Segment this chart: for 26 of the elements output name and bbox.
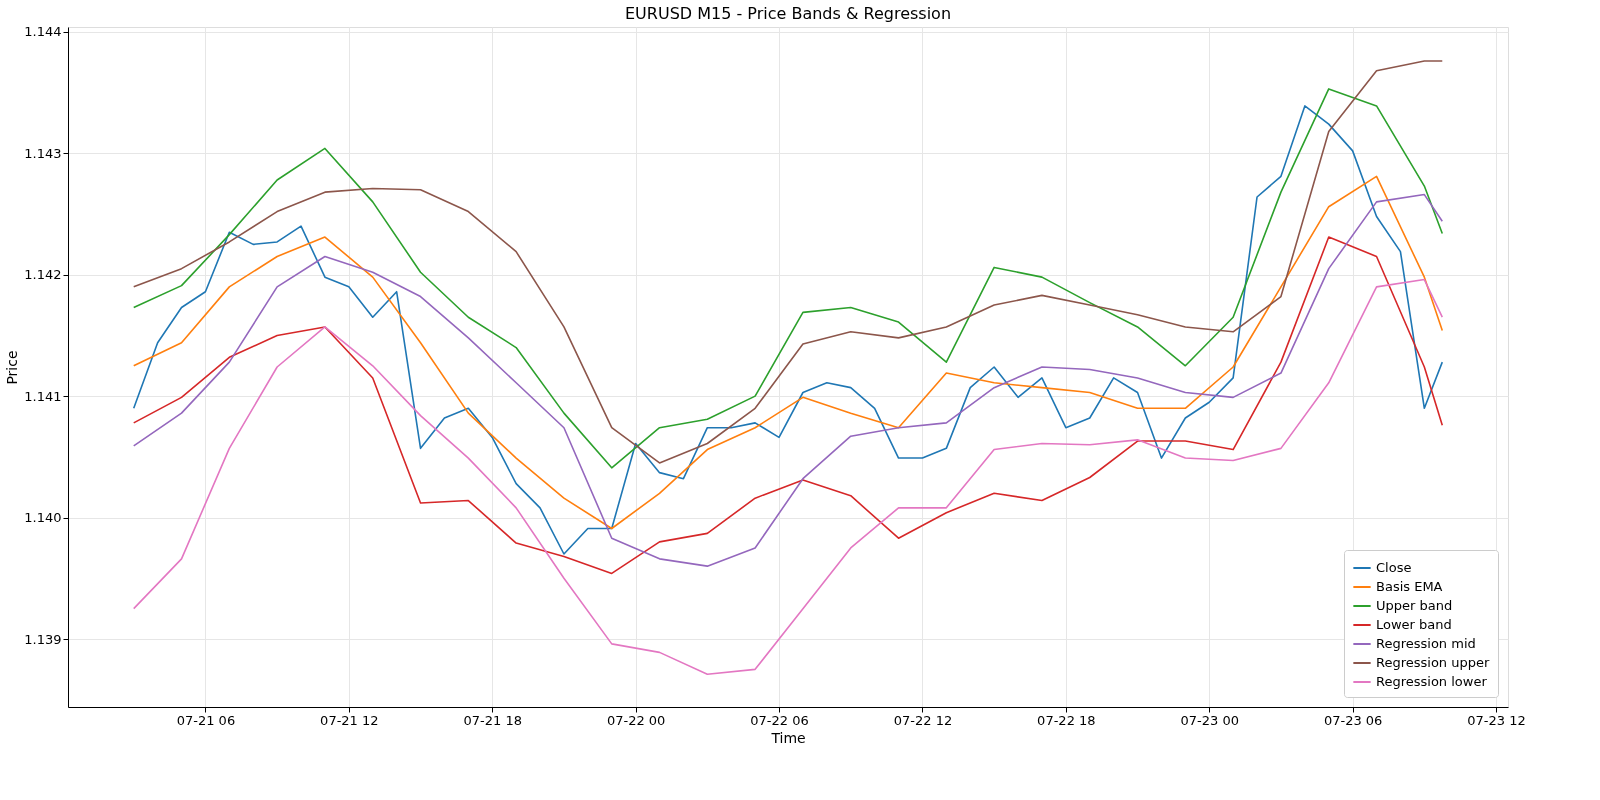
y-tick-label: 1.144 — [24, 24, 62, 40]
x-tick-label: 07-21 12 — [320, 712, 379, 728]
x-tick-label: 07-21 06 — [176, 712, 236, 728]
y-tick-label: 1.140 — [24, 510, 62, 526]
x-tick-label: 07-23 00 — [1180, 712, 1239, 728]
legend-label: Regression mid — [1376, 636, 1476, 651]
y-tick-label: 1.142 — [24, 267, 62, 283]
x-tick-label: 07-23 12 — [1467, 712, 1526, 728]
x-tick-label: 07-22 00 — [606, 712, 666, 728]
y-axis-title: Price — [4, 350, 21, 385]
x-tick-label: 07-21 18 — [463, 712, 522, 728]
x-tick-label: 07-22 12 — [893, 712, 953, 728]
x-tick-label: 07-22 18 — [1037, 712, 1096, 728]
x-tick-label: 07-23 06 — [1323, 712, 1383, 728]
legend-label: Regression lower — [1376, 674, 1488, 689]
legend-label: Basis EMA — [1376, 579, 1443, 594]
chart-title: EURUSD M15 - Price Bands & Regression — [624, 3, 952, 23]
legend-label: Upper band — [1376, 598, 1453, 613]
x-axis-title: Time — [770, 729, 806, 746]
x-tick-label: 07-22 06 — [750, 712, 809, 728]
y-tick-label: 1.141 — [24, 388, 62, 404]
legend-label: Lower band — [1376, 617, 1452, 632]
y-tick-label: 1.143 — [24, 145, 62, 161]
legend-label: Close — [1376, 560, 1412, 575]
legend-label: Regression upper — [1376, 655, 1490, 670]
y-tick-label: 1.139 — [24, 631, 62, 647]
